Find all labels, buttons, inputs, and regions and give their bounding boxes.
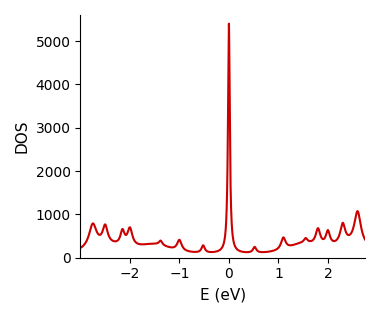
Y-axis label: DOS: DOS bbox=[15, 120, 30, 153]
X-axis label: E (eV): E (eV) bbox=[200, 287, 246, 302]
